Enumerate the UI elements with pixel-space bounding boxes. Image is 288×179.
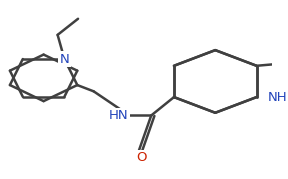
Text: O: O: [137, 151, 147, 164]
Text: NH: NH: [268, 91, 287, 104]
Text: N: N: [60, 53, 69, 66]
Text: HN: HN: [109, 109, 128, 122]
